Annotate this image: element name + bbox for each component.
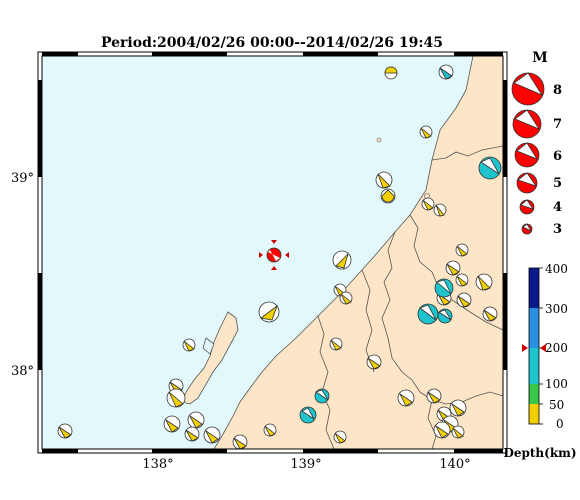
depth-tick-200: 200	[545, 341, 568, 355]
magnitude-label-3: 3	[553, 222, 562, 237]
magnitude-label-5: 5	[553, 176, 562, 191]
map-title: Period:2004/02/26 00:00--2014/02/26 19:4…	[101, 35, 443, 51]
lat-label-39: 39°	[11, 171, 34, 186]
depth-band-300-400	[529, 268, 539, 308]
magnitude-legend-header: M	[532, 50, 548, 66]
magnitude-label-4: 4	[553, 200, 562, 215]
depth-band-200-300	[529, 308, 539, 348]
depth-marker-left	[522, 344, 528, 352]
magnitude-label-6: 6	[553, 149, 562, 164]
depth-tick-300: 300	[545, 302, 568, 316]
map-frame	[37, 51, 508, 454]
latitude-labels: 39° 38°	[11, 171, 34, 379]
depth-tick-400: 400	[545, 262, 568, 276]
depth-scale: 400 300 200 100 50 0 Depth(km)	[503, 262, 576, 460]
main-event-marker	[259, 240, 289, 270]
depth-tick-100: 100	[545, 377, 568, 391]
depth-tick-50: 50	[549, 398, 564, 412]
depth-scale-label: Depth(km)	[503, 446, 576, 460]
lon-label-140: 140°	[439, 457, 470, 472]
earthquake-markers	[57, 64, 502, 449]
map-area	[42, 56, 503, 449]
depth-band-0-50	[529, 404, 539, 424]
lon-label-139: 139°	[290, 457, 321, 472]
longitude-labels: 138° 139° 140°	[142, 457, 470, 472]
lon-label-138: 138°	[142, 457, 173, 472]
depth-tick-0: 0	[556, 417, 564, 431]
magnitude-label-7: 7	[553, 117, 562, 132]
magnitude-legend: M 8 7 6 5 4 3	[511, 50, 562, 237]
lat-label-38: 38°	[11, 364, 34, 379]
depth-band-50-100	[529, 384, 539, 404]
magnitude-label-8: 8	[553, 83, 562, 98]
depth-band-100-200	[529, 348, 539, 384]
depth-marker-right	[540, 344, 546, 352]
